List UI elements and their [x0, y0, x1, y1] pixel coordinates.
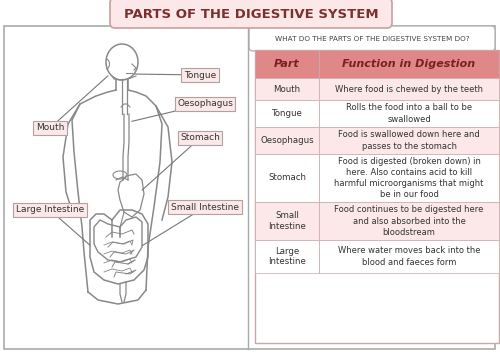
Text: Stomach: Stomach — [180, 133, 220, 143]
Text: Oesophagus: Oesophagus — [260, 136, 314, 145]
FancyBboxPatch shape — [255, 202, 319, 240]
Text: Small Intestine: Small Intestine — [171, 202, 239, 211]
Text: Where water moves back into the
blood and faeces form: Where water moves back into the blood an… — [338, 246, 480, 267]
Text: Rolls the food into a ball to be
swallowed: Rolls the food into a ball to be swallow… — [346, 103, 472, 124]
FancyBboxPatch shape — [319, 154, 499, 202]
Text: WHAT DO THE PARTS OF THE DIGESTIVE SYSTEM DO?: WHAT DO THE PARTS OF THE DIGESTIVE SYSTE… — [274, 36, 469, 42]
FancyBboxPatch shape — [255, 240, 319, 273]
Text: Food is swallowed down here and
passes to the stomach: Food is swallowed down here and passes t… — [338, 131, 480, 150]
FancyBboxPatch shape — [110, 0, 392, 28]
FancyBboxPatch shape — [255, 154, 319, 202]
Text: PARTS OF THE DIGESTIVE SYSTEM: PARTS OF THE DIGESTIVE SYSTEM — [124, 7, 378, 21]
FancyBboxPatch shape — [319, 78, 499, 100]
FancyBboxPatch shape — [319, 240, 499, 273]
FancyBboxPatch shape — [319, 50, 499, 78]
Text: Tongue: Tongue — [184, 70, 216, 80]
Text: Part: Part — [274, 59, 300, 69]
Text: Oesophagus: Oesophagus — [177, 99, 233, 108]
Text: Stomach: Stomach — [268, 173, 306, 183]
FancyBboxPatch shape — [255, 100, 319, 127]
Text: Tongue: Tongue — [272, 109, 302, 118]
FancyBboxPatch shape — [319, 127, 499, 154]
Text: Large Intestine: Large Intestine — [16, 206, 84, 215]
Text: Food continues to be digested here
and also absorbed into the
bloodstream: Food continues to be digested here and a… — [334, 205, 484, 236]
FancyBboxPatch shape — [319, 202, 499, 240]
Text: Function in Digestion: Function in Digestion — [342, 59, 475, 69]
FancyBboxPatch shape — [255, 50, 319, 78]
Text: Mouth: Mouth — [274, 85, 300, 93]
Text: Small
Intestine: Small Intestine — [268, 211, 306, 231]
Text: Where food is chewed by the teeth: Where food is chewed by the teeth — [335, 85, 483, 93]
FancyBboxPatch shape — [255, 127, 319, 154]
Text: Large
Intestine: Large Intestine — [268, 247, 306, 266]
FancyBboxPatch shape — [249, 26, 495, 51]
FancyBboxPatch shape — [255, 78, 319, 100]
FancyBboxPatch shape — [319, 100, 499, 127]
Text: Mouth: Mouth — [36, 124, 64, 132]
Text: Food is digested (broken down) in
here. Also contains acid to kill
harmful micro: Food is digested (broken down) in here. … — [334, 157, 484, 199]
FancyBboxPatch shape — [255, 50, 499, 343]
FancyBboxPatch shape — [4, 26, 495, 349]
